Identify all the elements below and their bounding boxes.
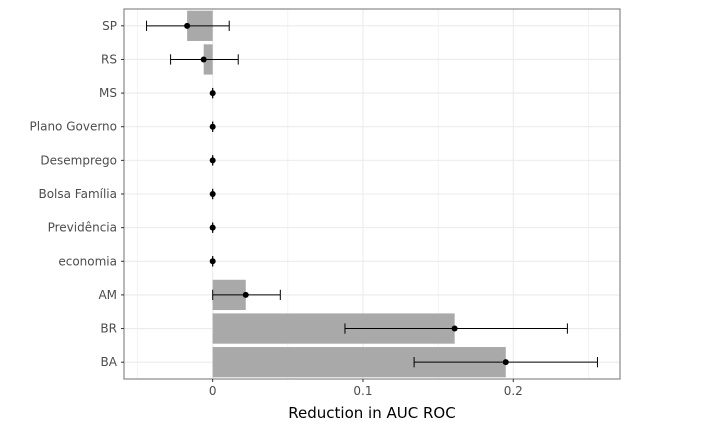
y-tick-label: AM (98, 288, 117, 302)
data-point (184, 22, 191, 29)
data-point (209, 258, 216, 265)
y-tick-label: Previdência (48, 221, 117, 235)
data-point (209, 123, 216, 130)
data-point (209, 157, 216, 164)
y-tick-label: MS (99, 86, 117, 100)
y-tick-label: RS (101, 52, 117, 66)
x-tick-label: 0.1 (353, 384, 372, 398)
y-tick-label: Bolsa Família (38, 187, 117, 201)
data-point (242, 291, 249, 298)
y-tick-label: SP (102, 19, 117, 33)
data-point (451, 325, 458, 332)
points-layer (184, 22, 509, 366)
y-axis: SP RS MS Plano Governo Desemprego Bolsa Famíl… (30, 19, 124, 369)
x-tick-label: 0.2 (504, 384, 523, 398)
data-point (209, 224, 216, 231)
x-axis: 0 0.1 0.2 (209, 379, 523, 398)
y-tick-label: Plano Governo (30, 120, 117, 134)
y-tick-label: Desemprego (40, 153, 117, 167)
y-tick-label: BA (101, 355, 118, 369)
data-point (502, 359, 509, 366)
x-tick-label: 0 (209, 384, 217, 398)
x-axis-title: Reduction in AUC ROC (288, 404, 455, 422)
data-point (209, 90, 216, 97)
y-tick-label: economia (58, 254, 117, 268)
data-point (200, 56, 207, 63)
data-point (209, 191, 216, 197)
y-tick-label: BR (100, 322, 117, 336)
